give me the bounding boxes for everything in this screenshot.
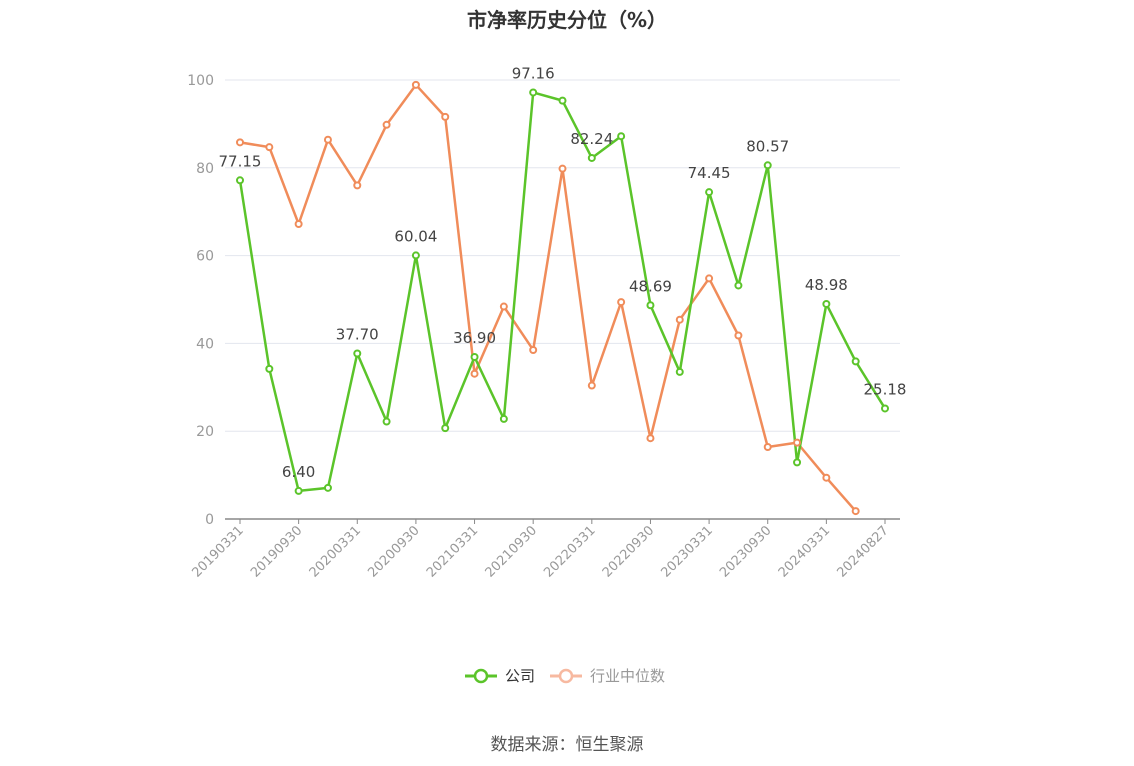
data-label: 48.98	[805, 276, 848, 294]
data-point	[294, 219, 303, 228]
x-tick-label: 20210331	[424, 523, 481, 580]
data-point	[705, 274, 714, 283]
data-point	[265, 364, 274, 373]
data-label: 97.16	[512, 64, 555, 82]
data-label: 6.40	[282, 463, 315, 481]
data-point	[470, 353, 479, 362]
data-label: 74.45	[688, 164, 731, 182]
data-point	[294, 486, 303, 495]
data-label: 77.15	[219, 152, 262, 170]
data-point	[353, 181, 362, 190]
data-point	[323, 135, 332, 144]
y-tick-label: 100	[187, 73, 214, 89]
x-tick-label: 20190331	[189, 523, 246, 580]
data-points	[236, 80, 889, 516]
data-point	[617, 298, 626, 307]
x-tick-label: 20210930	[483, 523, 540, 580]
data-point	[470, 369, 479, 378]
x-tick-label: 20200930	[365, 523, 422, 580]
data-point	[323, 483, 332, 492]
data-point	[587, 381, 596, 390]
data-point	[382, 120, 391, 129]
x-tick-label: 20230331	[659, 523, 716, 580]
data-point	[382, 417, 391, 426]
data-point	[675, 315, 684, 324]
x-tick-label: 20190930	[248, 523, 305, 580]
data-point	[265, 143, 274, 152]
data-labels: 77.15 6.40 37.70 60.04 36.90 97.16 82.24 48.69 7…	[219, 64, 907, 480]
data-label: 80.57	[746, 137, 789, 155]
legend-label: 行业中位数	[590, 667, 665, 685]
data-label: 48.69	[629, 277, 672, 295]
legend-label: 公司	[505, 667, 535, 685]
x-tick-label: 20240827	[834, 523, 891, 580]
data-label: 60.04	[394, 227, 437, 245]
data-point	[822, 473, 831, 482]
y-tick-label: 40	[196, 336, 214, 352]
data-point	[646, 434, 655, 443]
data-point	[236, 138, 244, 147]
data-point	[646, 301, 655, 310]
data-point	[705, 188, 714, 197]
y-tick-label: 80	[196, 161, 214, 177]
data-point	[851, 507, 860, 516]
data-point	[499, 414, 508, 423]
data-label: 37.70	[336, 325, 379, 343]
series-line	[239, 83, 857, 512]
x-tick-label: 20220930	[600, 523, 657, 580]
data-point	[793, 458, 802, 467]
data-point	[411, 251, 420, 260]
data-point	[617, 132, 626, 141]
data-point	[822, 299, 831, 308]
data-label: 36.90	[453, 329, 496, 347]
data-point	[529, 88, 538, 97]
data-point	[881, 404, 889, 413]
y-tick-label: 0	[205, 512, 214, 528]
grid-lines	[225, 79, 900, 432]
x-tick-label: 20230930	[717, 523, 774, 580]
data-label: 82.24	[570, 130, 613, 148]
data-point	[558, 164, 567, 173]
data-point	[763, 161, 772, 170]
data-label: 25.18	[864, 380, 907, 398]
data-point	[734, 331, 743, 340]
data-point	[236, 176, 244, 185]
x-tick-label: 20200331	[307, 523, 364, 580]
data-point	[763, 443, 772, 452]
chart-title: 市净率历史分位（%）	[466, 8, 668, 32]
data-point	[851, 357, 860, 366]
data-point	[587, 153, 596, 162]
data-point	[441, 424, 450, 433]
source-note: 数据来源：恒生聚源	[490, 735, 644, 755]
y-tick-label: 60	[196, 249, 214, 265]
data-point	[411, 80, 420, 89]
axes: 0 20 40 60 80 100 20190331 20190930 20200331 2020…	[187, 73, 900, 581]
data-point	[353, 349, 362, 358]
legend[interactable]: 公司 行业中位数	[465, 667, 665, 685]
data-point	[675, 367, 684, 376]
legend-marker	[558, 668, 574, 684]
data-point	[441, 112, 450, 121]
y-tick-label: 20	[196, 424, 214, 440]
data-point	[529, 345, 538, 354]
x-tick-label: 20240331	[776, 523, 833, 580]
legend-marker	[473, 668, 489, 684]
data-point	[734, 281, 743, 290]
data-point	[793, 438, 802, 447]
x-tick-label: 20220331	[541, 523, 598, 580]
data-point	[499, 302, 508, 311]
data-point	[558, 96, 567, 105]
